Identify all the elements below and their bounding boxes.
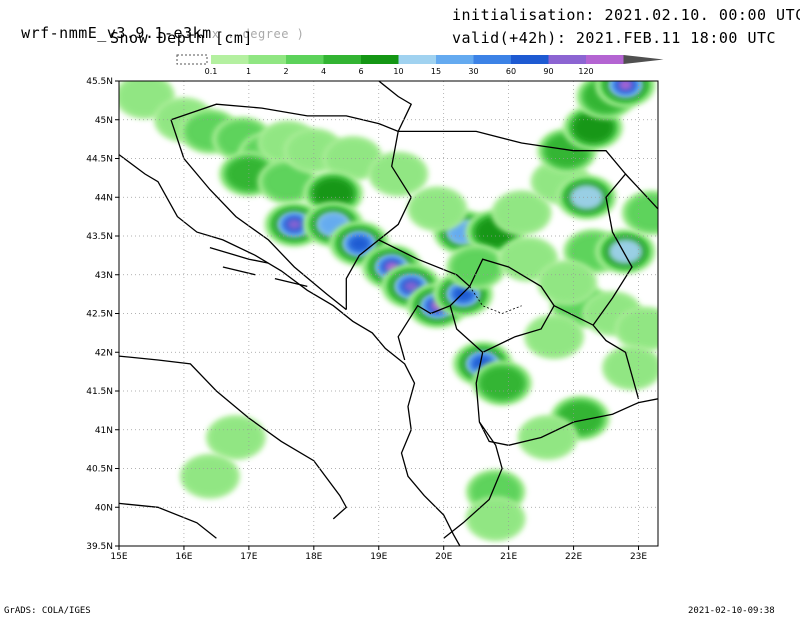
coastline-border xyxy=(398,130,574,152)
snow-depth-cell xyxy=(325,138,381,179)
colorbar-swatch xyxy=(398,55,436,64)
valid-time: valid(+42h): 2021.FEB.11 18:00 UTC xyxy=(452,29,777,47)
init-time: initialisation: 2021.02.10. 00:00 UTC xyxy=(452,6,800,24)
lat-label: 40N xyxy=(95,503,113,513)
colorbar-swatch xyxy=(586,55,624,64)
coastline-border xyxy=(119,502,217,539)
lon-label: 15E xyxy=(110,552,127,562)
internal-border xyxy=(469,286,522,314)
lon-label: 19E xyxy=(370,552,387,562)
coastline-border xyxy=(345,131,412,310)
coastline-border xyxy=(119,154,461,546)
coastline-border xyxy=(553,305,640,399)
lat-label: 43.5N xyxy=(86,232,113,242)
snow-depth-cell xyxy=(313,178,354,208)
snow-depth-cell xyxy=(569,184,604,210)
lat-label: 41.5N xyxy=(86,387,113,397)
lon-label: 16E xyxy=(175,552,192,562)
colorbar-label: 2 xyxy=(283,67,288,76)
colorbar-swatch xyxy=(511,55,549,64)
lat-label: 40.5N xyxy=(86,465,113,475)
snow-depth-cell xyxy=(604,347,658,388)
snow-depth-cell xyxy=(526,316,582,357)
lat-label: 41N xyxy=(95,426,113,436)
colorbar-swatch xyxy=(286,55,324,64)
snow-depth-cell xyxy=(409,188,465,230)
lat-label: 45N xyxy=(95,116,113,126)
colorbar-swatch xyxy=(548,55,586,64)
snow-depth-cell xyxy=(468,498,524,540)
footer-timestamp: 2021-02-10-09:38 xyxy=(688,606,775,616)
snow-depth-cell xyxy=(520,417,575,458)
lon-label: 20E xyxy=(435,552,452,562)
snow-depth-cell xyxy=(500,239,556,280)
snow-depth-cell xyxy=(451,248,502,286)
snow-depth-cell xyxy=(287,219,302,230)
snow-depth-cell xyxy=(182,456,238,497)
colorbar-swatch xyxy=(211,55,249,64)
coastline-border xyxy=(209,246,269,264)
colorbar-swatch xyxy=(361,55,399,64)
snow-depth-cell xyxy=(479,366,525,400)
coastline-border xyxy=(378,81,413,132)
variable-title: Snow Depth [cm] xyxy=(110,29,253,47)
coastline-border xyxy=(170,103,399,133)
coastline-border xyxy=(119,355,348,520)
coastline-border xyxy=(573,150,633,326)
colorbar-label: 6 xyxy=(358,67,363,76)
snow-depth-cell xyxy=(573,112,613,143)
lon-label: 23E xyxy=(630,552,647,562)
coastline-border xyxy=(170,119,347,311)
lon-label: 18E xyxy=(305,552,322,562)
lon-label: 21E xyxy=(500,552,517,562)
colorbar-label: 120 xyxy=(578,67,593,76)
lat-label: 39.5N xyxy=(86,542,113,552)
colorbar-swatch xyxy=(436,55,474,64)
lat-label: 42N xyxy=(95,348,113,358)
snow-depth-cell xyxy=(370,153,426,195)
snow-depth-cell xyxy=(539,262,595,303)
colorbar-swatch xyxy=(248,55,286,64)
lat-label: 44.5N xyxy=(86,155,113,165)
colorbar-label: 4 xyxy=(321,67,326,76)
lon-label: 17E xyxy=(240,552,257,562)
snow-depth-cell xyxy=(208,417,264,458)
lon-label: 22E xyxy=(565,552,582,562)
lat-label: 43N xyxy=(95,271,113,281)
colorbar-label: 10 xyxy=(393,67,403,76)
snow-depth-cell xyxy=(617,308,658,350)
snow-depth-cell xyxy=(263,163,313,201)
colorbar-label: 1 xyxy=(246,67,251,76)
lat-label: 45.5N xyxy=(86,77,113,87)
colorbar-below-range xyxy=(176,54,208,65)
coastline-border xyxy=(475,352,658,446)
snow-depth-cell xyxy=(608,238,643,265)
colorbar-overflow-triangle xyxy=(623,55,664,64)
coastline-border xyxy=(625,173,658,210)
snow-depth-cell xyxy=(626,194,658,232)
snow-depth-cell xyxy=(494,192,549,233)
colorbar-swatch xyxy=(473,55,511,64)
model-name-suffix: x . degree ) xyxy=(211,27,305,41)
footer-credit: GrADS: COLA/IGES xyxy=(4,606,91,616)
colorbar-label: 0.1 xyxy=(205,67,218,76)
snow-depth-cell xyxy=(620,81,631,89)
colorbar-swatch xyxy=(323,55,361,64)
lat-label: 42.5N xyxy=(86,310,113,320)
colorbar-label: 90 xyxy=(543,67,553,76)
colorbar: 0.1 1 2 4 6 10 15 30 60 90 120 xyxy=(176,54,664,76)
colorbar-label: 60 xyxy=(506,67,516,76)
snow-depth-cell xyxy=(404,281,419,292)
model-name: wrf-nmmE_v3.9.1-e3km xyxy=(21,24,212,42)
coastline-border xyxy=(443,421,503,539)
colorbar-label: 15 xyxy=(431,67,441,76)
snow-depth-cell xyxy=(349,236,369,251)
coastline-border xyxy=(222,266,256,276)
coastline-border xyxy=(274,277,308,288)
lat-label: 44N xyxy=(95,193,113,203)
coastline-border xyxy=(449,258,555,354)
colorbar-label: 30 xyxy=(468,67,478,76)
model-title: wrf-nmmE_v3.9.1-e3kmx . degree ) xyxy=(2,6,304,42)
